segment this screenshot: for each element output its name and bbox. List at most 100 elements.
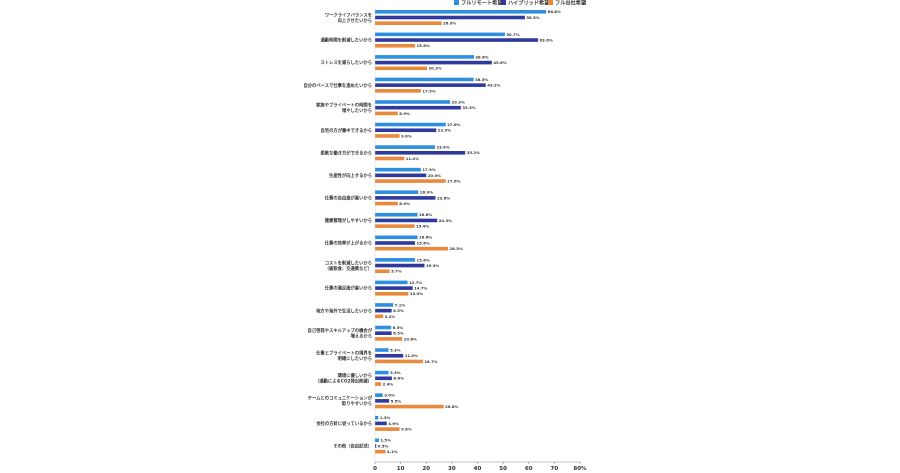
data-label: 33.5% [462, 105, 475, 110]
bar [375, 348, 389, 352]
category-label-line: 取りやすいから [342, 400, 372, 407]
category-label: 健康管理がしやすいから [325, 217, 372, 224]
category-label-line: 家族やプライベートの時間を [316, 102, 372, 109]
bar [375, 370, 389, 375]
bar-group: 1.5%0.5%4.1% [375, 438, 398, 454]
bar [375, 246, 449, 251]
bar [375, 303, 394, 307]
bar-group: 23.4% 35.2% 11.4% [375, 145, 480, 161]
data-label: 45.6% [493, 60, 506, 65]
x-tick-label: 60 [525, 466, 533, 472]
x-tick-label: 40 [474, 466, 482, 472]
data-label: 17.9% [422, 88, 435, 93]
category-label: 通勤時間を削減したいから [320, 37, 372, 44]
bar [375, 269, 390, 274]
bar-group: 5.3% 11.0% 18.7% [375, 347, 438, 364]
data-label: 29.3% [452, 99, 465, 104]
bar [375, 421, 387, 426]
data-label: 11.4% [406, 156, 419, 161]
data-label: 20.3% [429, 66, 442, 71]
bar [375, 21, 442, 25]
bar-group: 16.6% 24.3% 15.4% [375, 212, 452, 229]
category-label-line: 通勤時間を削減したいから [320, 37, 372, 44]
bar [375, 314, 384, 319]
data-label: 1.5% [380, 438, 391, 443]
data-label: 23.6% [437, 195, 450, 200]
bar-group: 27.6%23.9% 9.6% [375, 122, 461, 138]
data-label: 66.8% [548, 9, 561, 14]
bar [375, 190, 419, 194]
category-label-line: 生産性が向上するから [329, 172, 372, 179]
data-label: 27.6% [447, 122, 460, 127]
category-label-line: 仕事の効率が上がるから [324, 240, 372, 247]
data-label: 19.3% [426, 263, 439, 268]
bar [375, 241, 415, 245]
bar [375, 444, 377, 448]
bar-group: 7.1%6.5%3.2% [375, 302, 405, 319]
category-label-line: 環境に優しいから [338, 372, 372, 379]
category-label-line: コストを削減したいから [325, 259, 372, 266]
bar [375, 156, 405, 161]
data-label: 23.4% [436, 145, 449, 150]
data-label: 27.6% [447, 178, 460, 183]
bar [375, 218, 438, 223]
bar [375, 224, 415, 228]
category-label: 会社の方針に従っているから [315, 420, 372, 427]
data-label: 1.3% [380, 415, 391, 420]
bar [375, 128, 437, 133]
data-label: 43.2% [487, 83, 500, 88]
category-label-line: （通勤によるCO2排出削減） [315, 378, 372, 385]
bar [375, 415, 379, 420]
bar [375, 263, 425, 268]
bar [375, 134, 400, 138]
data-label: 26.0% [443, 21, 456, 26]
x-tick-label: 80% [573, 466, 587, 472]
category-label-line: 仕事の自由度が高いから [324, 195, 372, 202]
data-label: 23.9% [438, 128, 451, 133]
category-label-line: ストレスを減らしたいから [320, 59, 372, 66]
bar [375, 196, 436, 200]
x-tick-label: 0 [373, 466, 377, 472]
data-label: 4.1% [387, 449, 398, 454]
legend-item: フルリモート希望 [454, 0, 503, 6]
x-tick-label: 50 [499, 466, 507, 472]
legend-label: フルリモート希望 [461, 0, 503, 6]
bar-group: 17.9%20.0% 27.6% [375, 167, 461, 183]
bar [375, 111, 398, 116]
data-label: 50.7% [506, 32, 519, 37]
data-label: 6.6% [393, 376, 404, 381]
bar [375, 292, 409, 296]
category-label-line: ワークライフバランスを [325, 11, 372, 18]
bar [375, 122, 446, 127]
data-label: 18.7% [424, 359, 437, 364]
bar-group: 6.3%6.5%10.6% [375, 325, 417, 341]
data-label: 26.8% [445, 404, 458, 409]
data-label: 15.6% [416, 240, 429, 245]
category-label-line: 自宅の方が集中できるから [321, 127, 372, 134]
data-label: 5.7% [391, 269, 402, 274]
bar [375, 89, 421, 93]
category-label: 仕事の満足度が高いから [324, 285, 372, 292]
x-tick-label: 70 [551, 466, 559, 472]
legend-label: フル出社希望 [555, 0, 586, 6]
bar-group: 38.6% 45.6% 20.3% [375, 54, 507, 71]
bar [375, 167, 421, 172]
x-tick-label: 10 [397, 466, 405, 472]
bar-group: 38.5%43.2% 17.9% [375, 77, 501, 93]
bar [375, 60, 492, 65]
bar-group: 12.7%14.7%13.0% [375, 280, 428, 296]
bar [375, 393, 383, 397]
bar [375, 32, 505, 37]
bar [375, 331, 392, 335]
bar [375, 105, 461, 110]
data-label: 6.3% [393, 325, 404, 330]
bar [375, 258, 415, 262]
data-label: 58.5% [526, 15, 539, 20]
bar [375, 382, 382, 386]
category-label-line: 会社の方針に従っているから [315, 420, 372, 427]
data-label: 12.7% [409, 280, 422, 285]
